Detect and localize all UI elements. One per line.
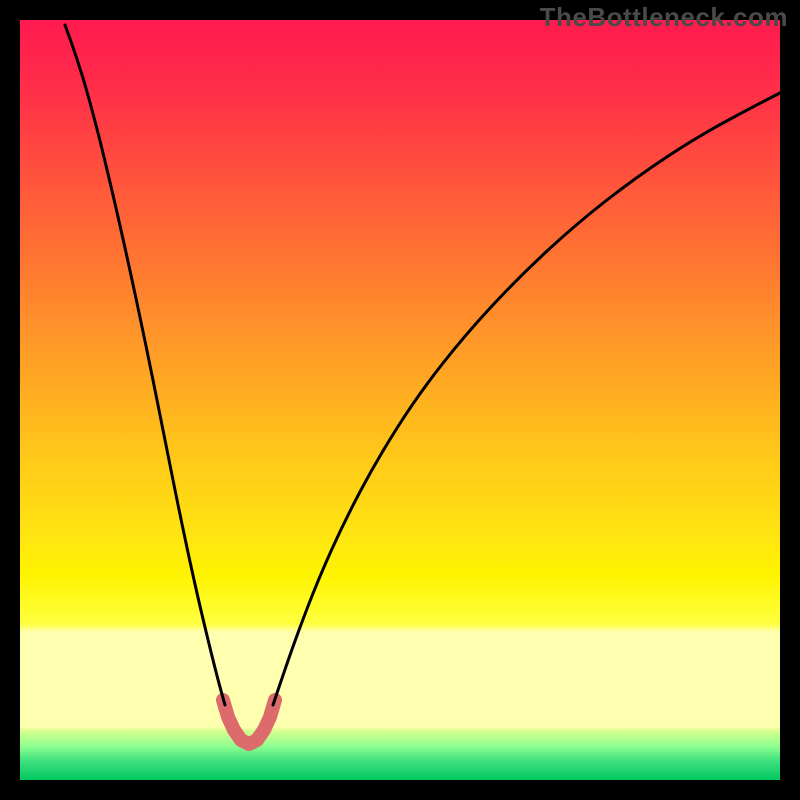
watermark-text: TheBottleneck.com <box>540 2 788 33</box>
plot-background <box>20 20 780 780</box>
plot-svg <box>0 0 800 800</box>
